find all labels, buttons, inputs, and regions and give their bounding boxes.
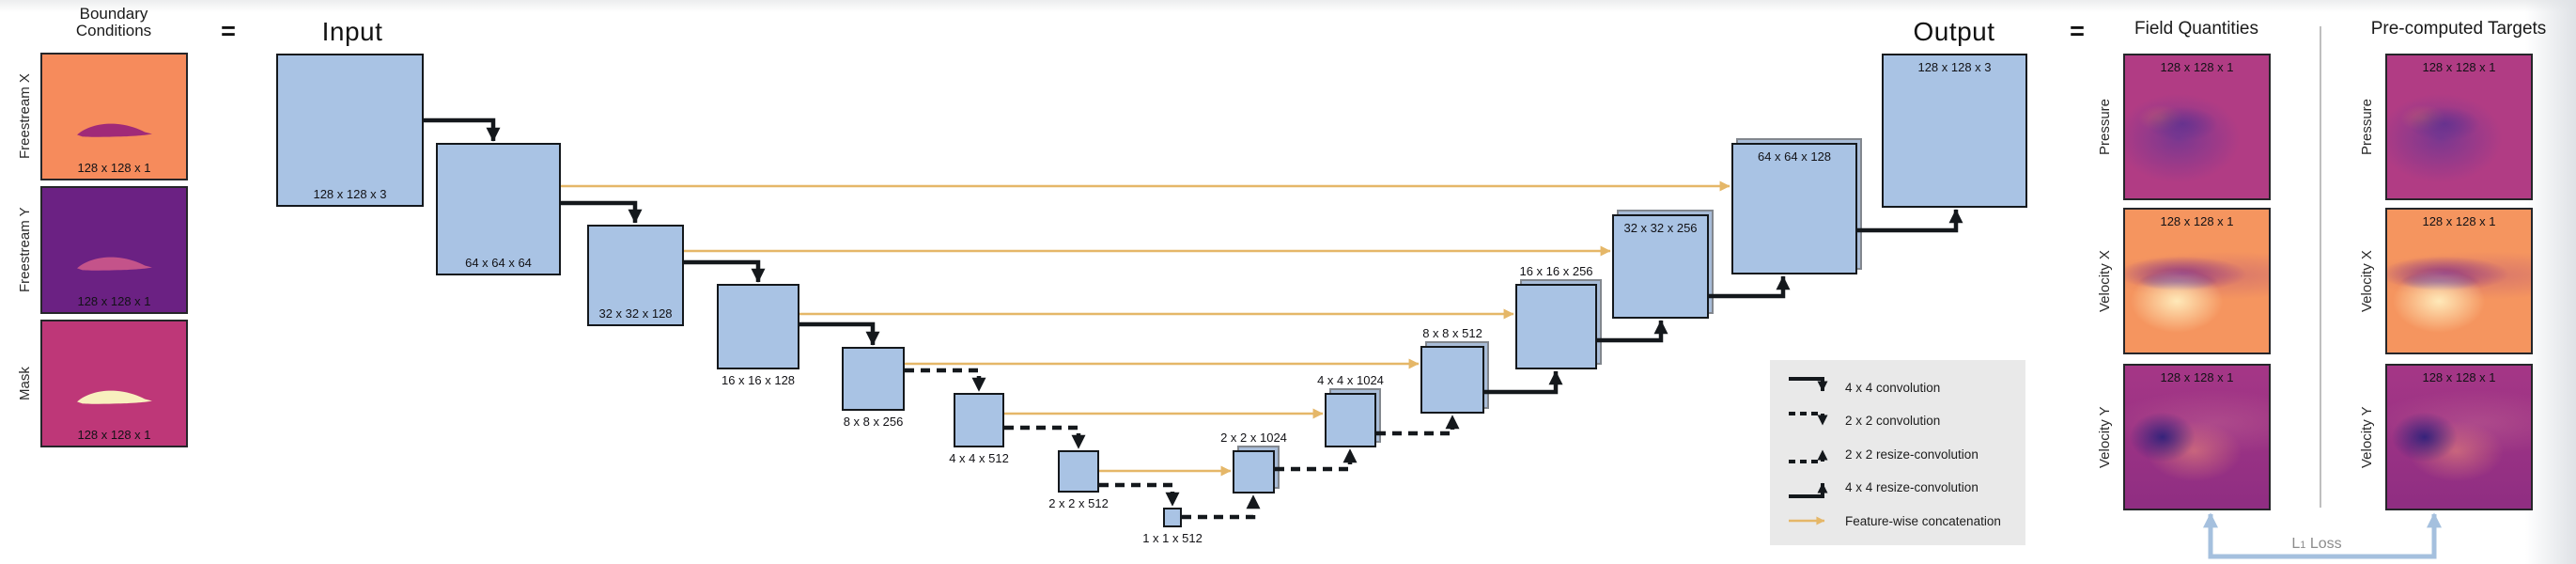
unet-encoder-box-4: 4 x 4 x 512 bbox=[949, 393, 1009, 465]
unet-decoder-box-8: 8 x 8 x 512 bbox=[1420, 326, 1484, 414]
bc-label-freestream-x: Freestream X bbox=[17, 73, 33, 160]
field-image-velocity-y: 128 x 128 x 1 bbox=[2123, 364, 2271, 510]
unet-encoder-box-32: 32 x 32 x 128 bbox=[587, 225, 684, 326]
field-dim-label: 128 x 128 x 1 bbox=[2422, 370, 2496, 384]
solid-down-arrow-icon bbox=[1789, 377, 1828, 392]
field-dim-label: 128 x 128 x 1 bbox=[2160, 214, 2234, 228]
target-image-pressure: 128 x 128 x 1 bbox=[2385, 54, 2533, 200]
l1-loss-label: L1 Loss bbox=[2291, 536, 2341, 553]
bc-label-mask: Mask bbox=[17, 367, 33, 400]
orange-right-arrow-icon bbox=[1789, 516, 1825, 525]
unet-encoder-box-2: 2 x 2 x 512 bbox=[1048, 450, 1109, 510]
airfoil-shape-icon bbox=[77, 257, 152, 271]
bc-dim-label: 128 x 128 x 1 bbox=[77, 428, 151, 442]
target-image-velocity-x: 128 x 128 x 1 bbox=[2385, 208, 2533, 354]
legend-label: Feature-wise concatenation bbox=[1845, 513, 2001, 528]
legend-item: 2 x 2 resize-convolution bbox=[1785, 439, 2012, 469]
box-dim-label: 128 x 128 x 3 bbox=[313, 187, 387, 201]
equals-sign-right: = bbox=[2070, 17, 2085, 45]
dashed-up-arrow-icon bbox=[1789, 449, 1828, 463]
bc-image-freestream-y: 128 x 128 x 1 bbox=[40, 186, 188, 314]
box-dim-label: 4 x 4 x 512 bbox=[949, 451, 1009, 465]
box-dim-label: 64 x 64 x 64 bbox=[465, 256, 532, 270]
field-image-pressure: 128 x 128 x 1 bbox=[2123, 54, 2271, 200]
boundary-title-line2: Conditions bbox=[75, 22, 152, 39]
column-divider bbox=[2320, 26, 2321, 508]
box-dim-label: 128 x 128 x 3 bbox=[1917, 60, 1992, 74]
precomputed-targets-title: Pre-computed Targets bbox=[2370, 19, 2547, 39]
unet-decoder-box-64: 64 x 64 x 128 bbox=[1731, 143, 1857, 274]
box-dim-label: 32 x 32 x 256 bbox=[1623, 221, 1698, 235]
legend-label: 4 x 4 convolution bbox=[1845, 380, 1941, 395]
field-dim-label: 128 x 128 x 1 bbox=[2160, 370, 2234, 384]
legend-label: 2 x 2 resize-convolution bbox=[1845, 446, 1979, 462]
input-title: Input bbox=[321, 17, 383, 46]
box-dim-label: 64 x 64 x 128 bbox=[1757, 149, 1832, 164]
field-dim-label: 128 x 128 x 1 bbox=[2422, 60, 2496, 74]
legend-item: 2 x 2 convolution bbox=[1785, 406, 2012, 436]
row-label-velocity-x-target: Velocity X bbox=[2359, 250, 2375, 312]
box-dim-label: 2 x 2 x 512 bbox=[1048, 496, 1109, 510]
box-dim-label: 16 x 16 x 128 bbox=[721, 373, 796, 387]
box-dim-label: 4 x 4 x 1024 bbox=[1317, 373, 1384, 387]
box-dim-label: 32 x 32 x 128 bbox=[598, 306, 673, 321]
unet-decoder-box-2: 2 x 2 x 1024 bbox=[1220, 431, 1287, 494]
conv-2x2-arrows bbox=[905, 368, 1180, 507]
bc-image-mask: 128 x 128 x 1 bbox=[40, 320, 188, 447]
legend-label: 2 x 2 convolution bbox=[1845, 414, 1941, 428]
loss-prefix: L bbox=[2291, 536, 2301, 552]
bc-image-freestream-x: 128 x 128 x 1 bbox=[40, 53, 188, 180]
unet-decoder-box-32: 32 x 32 x 256 bbox=[1612, 214, 1709, 319]
loss-suffix: Loss bbox=[2305, 536, 2342, 552]
row-label-velocity-y-target: Velocity Y bbox=[2359, 406, 2375, 468]
unet-bottleneck-box-1: 1 x 1 x 512 bbox=[1142, 508, 1203, 545]
target-image-velocity-y: 128 x 128 x 1 bbox=[2385, 364, 2533, 510]
airfoil-shape-icon bbox=[77, 390, 152, 404]
bc-label-freestream-y: Freestream Y bbox=[17, 207, 33, 293]
legend-item: 4 x 4 convolution bbox=[1785, 372, 2012, 402]
output-title: Output bbox=[1913, 17, 1995, 46]
unet-decoder-box-4: 4 x 4 x 1024 bbox=[1317, 373, 1384, 447]
boundary-title-line1: Boundary bbox=[79, 5, 148, 23]
bc-dim-label: 128 x 128 x 1 bbox=[77, 294, 151, 308]
boundary-conditions-title: Boundary Conditions bbox=[76, 6, 189, 39]
loss-subscript: 1 bbox=[2300, 540, 2306, 551]
unet-input-box: 128 x 128 x 3 bbox=[276, 54, 424, 207]
airfoil-shape-icon bbox=[77, 123, 152, 137]
field-dim-label: 128 x 128 x 1 bbox=[2160, 60, 2234, 74]
field-dim-label: 128 x 128 x 1 bbox=[2422, 214, 2496, 228]
legend-item: Feature-wise concatenation bbox=[1785, 506, 2012, 536]
legend-item: 4 x 4 resize-convolution bbox=[1785, 473, 2012, 503]
field-quantities-title: Field Quantities bbox=[2134, 19, 2259, 39]
solid-up-arrow-icon bbox=[1789, 481, 1828, 498]
row-label-velocity-y: Velocity Y bbox=[2097, 406, 2113, 468]
row-label-velocity-x: Velocity X bbox=[2097, 250, 2113, 312]
box-dim-label: 16 x 16 x 256 bbox=[1519, 264, 1593, 278]
bc-dim-label: 128 x 128 x 1 bbox=[77, 161, 151, 175]
unet-encoder-box-8: 8 x 8 x 256 bbox=[842, 347, 905, 429]
equals-sign-left: = bbox=[221, 17, 236, 45]
field-image-velocity-x: 128 x 128 x 1 bbox=[2123, 208, 2271, 354]
unet-decoder-box-16: 16 x 16 x 256 bbox=[1515, 264, 1597, 369]
box-dim-label: 2 x 2 x 1024 bbox=[1220, 431, 1287, 445]
box-dim-label: 8 x 8 x 512 bbox=[1422, 326, 1482, 340]
row-label-pressure: Pressure bbox=[2097, 98, 2113, 156]
row-label-pressure-target: Pressure bbox=[2359, 98, 2375, 156]
unet-encoder-box-64: 64 x 64 x 64 bbox=[436, 143, 561, 275]
box-dim-label: 8 x 8 x 256 bbox=[843, 415, 904, 429]
legend-label: 4 x 4 resize-convolution bbox=[1845, 480, 1979, 494]
unet-encoder-box-16: 16 x 16 x 128 bbox=[717, 284, 799, 387]
box-dim-label: 1 x 1 x 512 bbox=[1142, 531, 1203, 545]
legend-panel: 4 x 4 convolution 2 x 2 convolution 2 x … bbox=[1770, 360, 2025, 545]
dashed-down-arrow-icon bbox=[1789, 411, 1828, 426]
unet-output-box: 128 x 128 x 3 bbox=[1882, 54, 2027, 208]
